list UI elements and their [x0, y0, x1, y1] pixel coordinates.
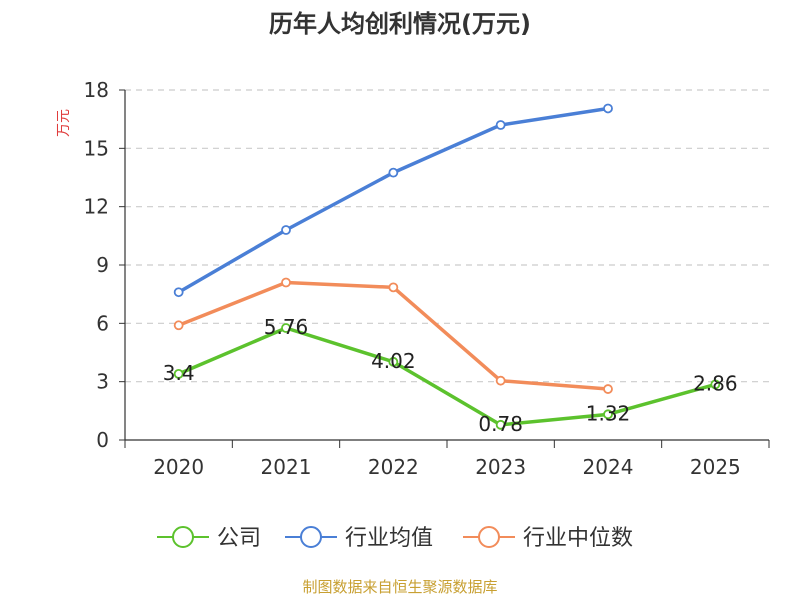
data-point — [603, 384, 613, 394]
y-tick-label: 3 — [96, 370, 109, 394]
data-label: 2.86 — [693, 371, 738, 395]
data-point — [603, 409, 613, 420]
data-point — [173, 368, 184, 379]
data-point — [495, 419, 506, 430]
y-tick-label: 15 — [84, 136, 109, 160]
x-tick-label: 2023 — [475, 455, 526, 479]
y-tick-label: 0 — [96, 428, 109, 452]
data-point — [388, 356, 399, 367]
x-tick-label: 2025 — [690, 455, 741, 479]
series-line — [178, 280, 609, 391]
data-label: 5.76 — [264, 315, 309, 339]
x-tick-label: 2021 — [261, 455, 312, 479]
y-tick-label: 9 — [96, 253, 109, 277]
data-point — [281, 323, 291, 333]
data-point — [281, 277, 291, 288]
legend-label: 公司 — [217, 526, 261, 551]
legend-label: 行业均值 — [345, 526, 433, 551]
legend-label: 行业中位数 — [523, 526, 633, 551]
data-point — [388, 282, 399, 293]
chart-title: 历年人均创利情况(万元) — [269, 10, 531, 38]
data-label: 3.4 — [163, 361, 195, 385]
x-tick-label: 2020 — [153, 455, 204, 479]
data-point — [603, 103, 613, 114]
source-note: 制图数据来自恒生聚源数据库 — [302, 578, 497, 596]
series-lines — [173, 103, 721, 430]
data-point — [173, 287, 184, 298]
y-tick-label: 6 — [96, 311, 109, 335]
y-tick-labels: 0 3 6 9 12 15 18 — [84, 78, 109, 452]
data-label: 4.02 — [371, 349, 416, 373]
data-labels: 3.4 5.76 4.02 0.78 1.32 2.86 — [163, 315, 738, 436]
y-axis-label: 万元 — [56, 109, 72, 137]
data-label: 1.32 — [586, 401, 631, 425]
series-line — [177, 326, 716, 427]
data-point — [173, 320, 184, 331]
data-label: 0.78 — [478, 412, 523, 436]
data-point — [388, 167, 399, 178]
x-tick-label: 2024 — [583, 455, 634, 479]
x-tick-label: 2022 — [368, 455, 419, 479]
data-point — [495, 375, 506, 386]
legend: 公司 行业均值 行业中位数 — [157, 526, 633, 551]
gridlines — [125, 89, 769, 383]
axes — [119, 89, 770, 448]
data-point — [710, 379, 721, 390]
legend-marker — [300, 526, 322, 548]
data-point — [495, 120, 506, 130]
data-point — [281, 225, 291, 235]
x-tick-labels: 2020 2021 2022 2023 2024 2025 — [153, 455, 741, 479]
y-tick-label: 12 — [84, 195, 109, 219]
legend-marker — [172, 526, 194, 548]
y-tick-label: 18 — [84, 78, 109, 102]
legend-marker — [478, 526, 500, 548]
